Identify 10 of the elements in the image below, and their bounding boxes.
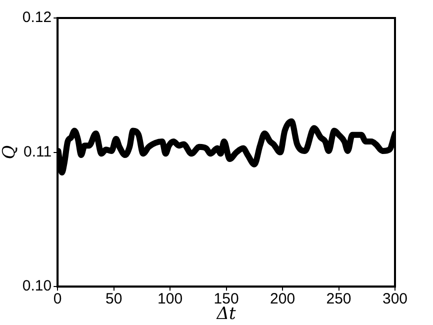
x-tick-label: 250 (326, 290, 352, 308)
x-tick-label: 100 (158, 290, 183, 308)
y-tick-label: 0.10 (22, 278, 52, 295)
y-tick-label: 0.12 (22, 9, 52, 26)
y-axis-title: Q (0, 145, 20, 160)
x-tick-label: 0 (53, 290, 62, 308)
x-tick-label: 200 (270, 290, 296, 308)
x-tick-label: 50 (105, 290, 122, 308)
y-tick-label: 0.11 (24, 143, 52, 160)
x-tick-label: 300 (382, 290, 408, 308)
